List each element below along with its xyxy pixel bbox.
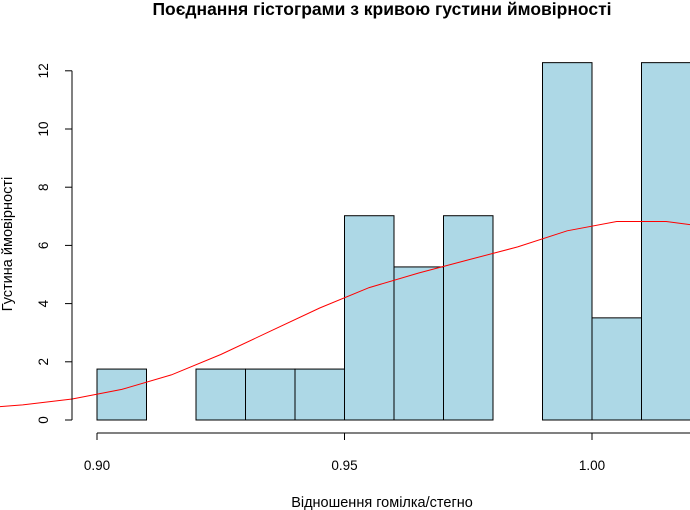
y-tick-label: 0 <box>36 416 51 424</box>
histogram-bar-6 <box>393 266 444 421</box>
x-tick-label: 0.90 <box>84 458 110 473</box>
histogram-bar-3 <box>245 368 296 421</box>
y-tick-label: 8 <box>36 183 51 191</box>
y-tick-label: 10 <box>36 121 51 136</box>
y-axis: 0 2 4 6 8 10 12 <box>36 63 73 424</box>
y-tick-label: 6 <box>36 242 51 250</box>
y-tick-label: 12 <box>36 63 51 78</box>
histogram-bar-7 <box>443 215 494 421</box>
histogram-bars <box>96 62 690 421</box>
histogram-bar-5 <box>344 215 395 421</box>
histogram-bar-0 <box>96 368 147 421</box>
chart-title: Поєднання гістограми з кривою густини йм… <box>152 0 611 19</box>
x-tick-label: 0.95 <box>331 458 357 473</box>
density-curve <box>0 221 690 408</box>
y-axis-label: Густина ймовірності <box>0 177 16 311</box>
x-axis-label: Відношення гомілка/стегно <box>291 495 473 510</box>
y-tick-label: 2 <box>36 358 51 366</box>
histogram-bar-10 <box>591 317 642 421</box>
histogram-bar-2 <box>195 368 246 421</box>
histogram-bar-4 <box>294 368 345 421</box>
y-tick-label: 4 <box>36 299 51 307</box>
histogram-bar-11 <box>641 62 690 421</box>
x-tick-label: 1.00 <box>579 458 605 473</box>
histogram-bar-9 <box>542 62 593 421</box>
x-axis: 0.900.951.001.051.10 <box>84 432 690 473</box>
